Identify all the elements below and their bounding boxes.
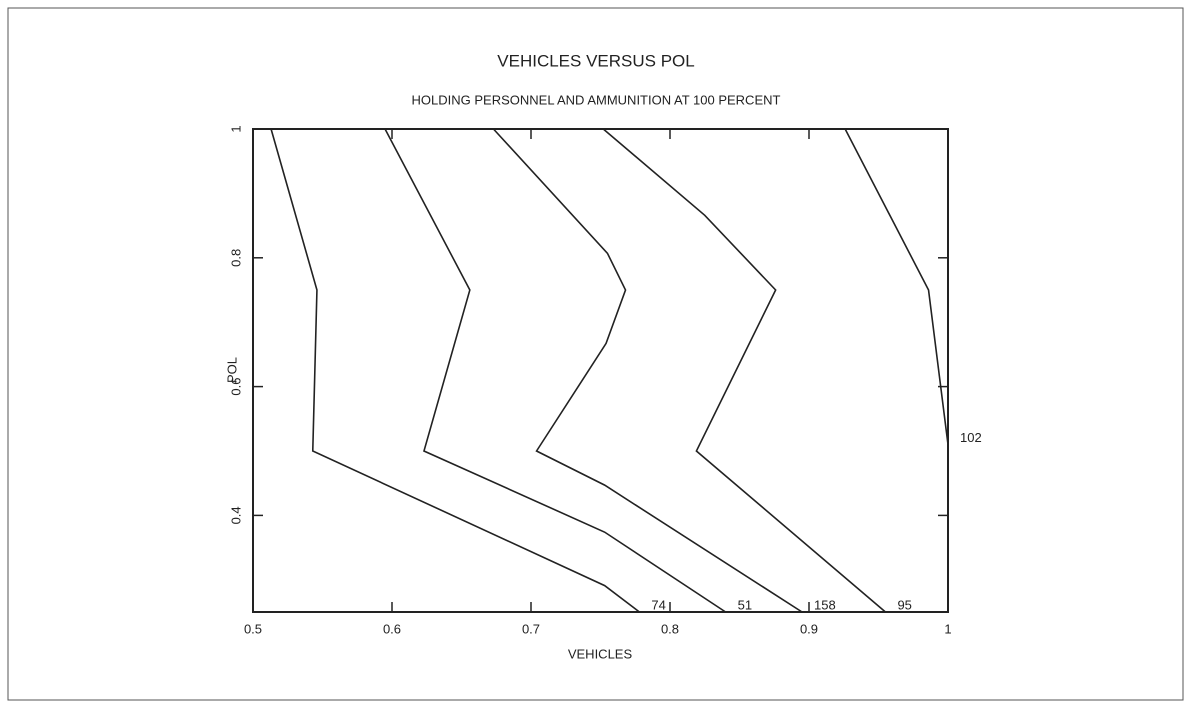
y-axis-label: POL — [224, 357, 239, 383]
x-axis-label: VEHICLES — [568, 646, 633, 661]
y-tick-label: 0.6 — [228, 378, 243, 396]
contour-line — [384, 128, 727, 613]
chart-title: VEHICLES VERSUS POL — [497, 51, 694, 70]
contour-line — [492, 128, 803, 613]
y-tick-label: 0.8 — [228, 249, 243, 267]
contour-line — [844, 128, 949, 445]
x-tick-label: 0.5 — [244, 621, 262, 636]
x-tick-label: 0.7 — [522, 621, 540, 636]
contour-line — [602, 128, 886, 613]
x-tick-label: 1 — [944, 621, 951, 636]
contour-label: 158 — [814, 597, 836, 612]
chart-subtitle: HOLDING PERSONNEL AND AMMUNITION AT 100 … — [412, 92, 781, 107]
contour-label: 51 — [738, 597, 752, 612]
frame — [7, 7, 1184, 701]
contour-label: 102 — [960, 430, 982, 445]
contour-label: 95 — [897, 597, 911, 612]
y-tick-label: 0.4 — [228, 506, 243, 524]
plot-area — [252, 128, 949, 613]
x-tick-label: 0.6 — [383, 621, 401, 636]
x-tick-label: 0.8 — [661, 621, 679, 636]
y-tick-label: 1 — [228, 125, 243, 132]
contour-line — [270, 128, 640, 613]
contour-label: 74 — [651, 597, 665, 612]
x-tick-label: 0.9 — [800, 621, 818, 636]
